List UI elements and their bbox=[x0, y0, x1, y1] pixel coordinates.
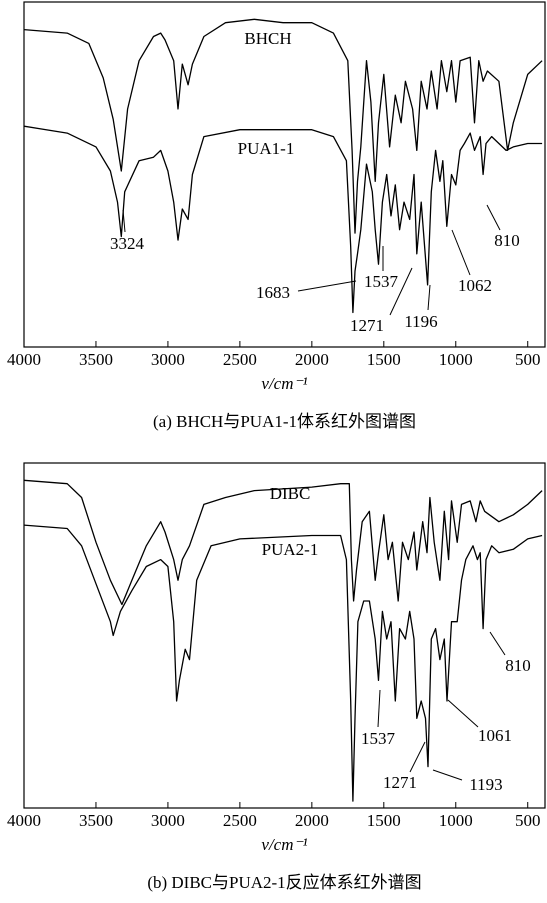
leader-line bbox=[122, 209, 126, 233]
plot-frame bbox=[23, 462, 546, 809]
x-tick-label: 1000 bbox=[439, 350, 473, 369]
x-tick-label: 500 bbox=[515, 811, 541, 830]
leader-line bbox=[377, 689, 381, 728]
x-tick-label: 3000 bbox=[151, 811, 185, 830]
x-axis-label: v/cm⁻¹ bbox=[261, 835, 307, 854]
leader-line bbox=[427, 284, 431, 311]
peak-label: 810 bbox=[505, 656, 531, 675]
caption: (a) BHCH与PUA1-1体系红外图谱图 bbox=[153, 412, 416, 431]
x-axis-label: v/cm⁻¹ bbox=[261, 374, 307, 393]
series-label: BHCH bbox=[244, 29, 291, 48]
x-tick-label: 2000 bbox=[295, 811, 329, 830]
series-label: DIBC bbox=[270, 484, 311, 503]
series-label: PUA1-1 bbox=[238, 139, 295, 158]
x-tick-label: 1500 bbox=[367, 811, 401, 830]
leader-line bbox=[409, 741, 426, 773]
caption: (b) DIBC与PUA2-1反应体系红外谱图 bbox=[147, 873, 421, 892]
x-tick-label: 4000 bbox=[7, 811, 41, 830]
x-tick-label: 3500 bbox=[79, 811, 113, 830]
x-tick-label: 3000 bbox=[151, 350, 185, 369]
peak-label: 1537 bbox=[361, 729, 396, 748]
x-tick-label: 500 bbox=[515, 350, 541, 369]
spectrum-line bbox=[23, 479, 543, 606]
spectrum-line bbox=[23, 125, 543, 314]
x-tick-label: 1500 bbox=[367, 350, 401, 369]
x-tick-label: 4000 bbox=[7, 350, 41, 369]
leader-line bbox=[489, 631, 506, 656]
x-tick-label: 3500 bbox=[79, 350, 113, 369]
leader-line bbox=[486, 204, 501, 231]
peak-label: 1196 bbox=[404, 312, 437, 331]
series-label: PUA2-1 bbox=[262, 540, 319, 559]
peak-label: 810 bbox=[494, 231, 520, 250]
peak-label: 1537 bbox=[364, 272, 399, 291]
x-tick-label: 2500 bbox=[223, 811, 257, 830]
peak-label: 3324 bbox=[110, 234, 145, 253]
peak-label: 1062 bbox=[458, 276, 492, 295]
x-tick-label: 2500 bbox=[223, 350, 257, 369]
leader-line bbox=[451, 229, 471, 276]
x-tick-label: 2000 bbox=[295, 350, 329, 369]
leader-line bbox=[297, 280, 357, 292]
x-tick-label: 1000 bbox=[439, 811, 473, 830]
peak-label: 1683 bbox=[256, 283, 290, 302]
leader-line bbox=[432, 769, 463, 781]
peak-label: 1193 bbox=[469, 775, 502, 794]
leader-line bbox=[447, 699, 479, 728]
plot-frame bbox=[23, 1, 546, 348]
peak-label: 1061 bbox=[478, 726, 512, 745]
leader-line bbox=[389, 267, 413, 316]
spectrum-line bbox=[23, 18, 543, 234]
spectrum-line bbox=[23, 524, 543, 802]
peak-label: 1271 bbox=[350, 316, 384, 335]
peak-label: 1271 bbox=[383, 773, 417, 792]
